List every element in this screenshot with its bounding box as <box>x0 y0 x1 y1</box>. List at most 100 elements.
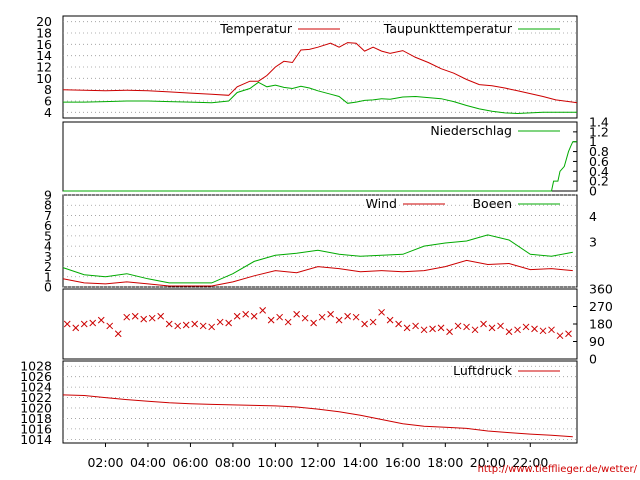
wind-direction-series-0-point <box>437 324 445 332</box>
temperature-tick-label: 18 <box>36 26 52 41</box>
wind-direction-series-0-point <box>72 324 80 332</box>
wind-direction-series-0-point <box>403 324 411 332</box>
temperature-tick-label: 6 <box>44 94 52 109</box>
wind-tick-label: 6 <box>44 218 52 233</box>
wind-direction-series-0-point <box>556 332 564 340</box>
wind-direction-series-0-point <box>395 320 402 328</box>
wind-direction-series-0-point <box>420 326 428 334</box>
wind-direction-series-0-point <box>369 318 377 326</box>
wind-direction-series-0-point <box>106 322 114 330</box>
pressure-tick-label: 1026 <box>20 369 52 384</box>
wind-direction-series-0-point <box>293 310 300 318</box>
wind-tick-label: 0 <box>44 280 52 295</box>
wind-direction-right-tick-label: 90 <box>589 334 605 349</box>
wind-direction-series-0-point <box>123 313 131 321</box>
wind-direction-series-0-point <box>225 319 233 327</box>
wind-tick-label: 7 <box>44 208 52 223</box>
niederschlag-legend-label: Niederschlag <box>430 123 512 138</box>
wind-direction-series-0-point <box>216 318 224 326</box>
pressure-panel <box>62 360 578 444</box>
wind-direction-series-0-point <box>327 310 334 318</box>
wind-direction-series-0-point <box>352 313 360 321</box>
wind-direction-series-0-point <box>165 320 173 328</box>
wind-direction-series-0-point <box>378 308 385 316</box>
wind-direction-series-0-point <box>361 320 368 328</box>
wind-direction-right-tick-label: 180 <box>589 317 613 332</box>
x-tick-label-12: 12:00 <box>300 455 336 470</box>
wind-wind-line <box>62 259 573 287</box>
pressure-tick-label: 1014 <box>20 432 52 447</box>
precipitation-right-tick-label: 1.4 <box>589 115 609 130</box>
wind-panel <box>62 194 578 288</box>
temperature-taupunkttemperatur-line <box>63 81 577 115</box>
wind-direction-series-0-point <box>250 312 258 320</box>
wind-tick-label: 2 <box>44 259 52 274</box>
wind-direction-series-0-point <box>446 328 453 336</box>
precipitation-right-tick-label: 1 <box>589 134 597 149</box>
x-tick-label-14: 14:00 <box>342 455 378 470</box>
credit-url[interactable]: http://www.tiefflieger.de/wetter/ <box>477 464 637 475</box>
wind-direction-series-0-point <box>318 313 326 321</box>
wind-tick-label: 8 <box>44 198 52 213</box>
temperature-tick-label: 8 <box>44 82 52 97</box>
wind-direction-series-0-point <box>63 320 71 328</box>
wind-direction-series-0-point <box>412 322 419 330</box>
wind-direction-series-0-point <box>233 312 241 320</box>
temperature-tick-label: 10 <box>36 71 52 86</box>
wind-direction-series-0-point <box>505 328 513 336</box>
temperature-tick-label: 16 <box>36 37 52 52</box>
wind-direction-series-0-point <box>480 320 487 328</box>
temperatur-legend-label: Temperatur <box>219 21 293 36</box>
wind-direction-series-0-point <box>131 312 139 320</box>
wind-direction-series-0-point <box>259 307 267 314</box>
wind-direction-series-0-point <box>97 316 105 324</box>
wind-direction-series-0-point <box>80 320 88 328</box>
wind-direction-series-0-point <box>565 330 572 338</box>
pressure-frame <box>62 360 578 444</box>
wind-direction-series-0-point <box>522 323 530 331</box>
pressure-tick-label: 1028 <box>20 359 52 374</box>
wind-direction-right-tick-label: 360 <box>589 282 613 297</box>
pressure-tick-label: 1020 <box>20 401 52 416</box>
x-tick-label-4: 04:00 <box>130 455 166 470</box>
x-tick-label-22: 22:00 <box>512 455 548 470</box>
wind-direction-series-0-point <box>191 320 199 328</box>
x-tick-label-16: 16:00 <box>385 455 421 470</box>
wind-direction-series-0-point <box>301 314 309 322</box>
taupunkttemperatur-legend-label: Taupunkttemperatur <box>383 21 513 36</box>
wind-direction-right-tick-label: 0 <box>589 352 597 367</box>
x-tick-label-8: 08:00 <box>215 455 251 470</box>
precipitation-right-tick-label: 0.8 <box>589 144 609 159</box>
wind-right-tick-label: 4 <box>589 209 597 224</box>
wind-direction-series-0-point <box>242 310 250 318</box>
wind-direction-series-0-point <box>199 322 207 330</box>
wind-direction-series-0-point <box>310 319 317 327</box>
wind-direction-series-0-point <box>497 322 504 330</box>
precipitation-niederschlag-line <box>63 141 577 192</box>
temperature-tick-label: 20 <box>36 14 52 29</box>
precipitation-right-tick-label: 0.4 <box>589 164 609 179</box>
wind-direction-series-0-point <box>208 323 216 331</box>
precipitation-right-tick-label: 1.2 <box>589 124 609 139</box>
x-tick-label-18: 18:00 <box>427 455 463 470</box>
temperature-tick-label: 4 <box>44 105 52 120</box>
wind-direction-series-0-point <box>531 325 538 333</box>
wind-direction-series-0-point <box>539 327 547 335</box>
temperature-tick-label: 12 <box>36 60 52 75</box>
wind-direction-series-0-point <box>157 312 165 320</box>
wind-direction-series-0-point <box>89 319 97 327</box>
wind-direction-series-0-point <box>429 325 436 333</box>
wind-direction-frame <box>62 288 578 360</box>
wind-direction-series-0-point <box>454 322 462 330</box>
wind-direction-series-0-point <box>463 323 470 331</box>
precipitation-right-tick-label: 0.2 <box>589 174 609 189</box>
boeen-legend-label: Boeen <box>472 196 512 211</box>
wind-right-tick-label: 3 <box>589 235 597 250</box>
wind-direction-right-tick-label: 270 <box>589 299 613 314</box>
wind-direction-series-0-point <box>140 315 148 323</box>
temperature-tick-label: 14 <box>36 48 52 63</box>
pressure-tick-label: 1022 <box>20 390 52 405</box>
wind-direction-series-0-point <box>148 314 156 322</box>
wind-direction-series-0-point <box>335 316 343 324</box>
wind-direction-series-0-point <box>471 326 479 334</box>
